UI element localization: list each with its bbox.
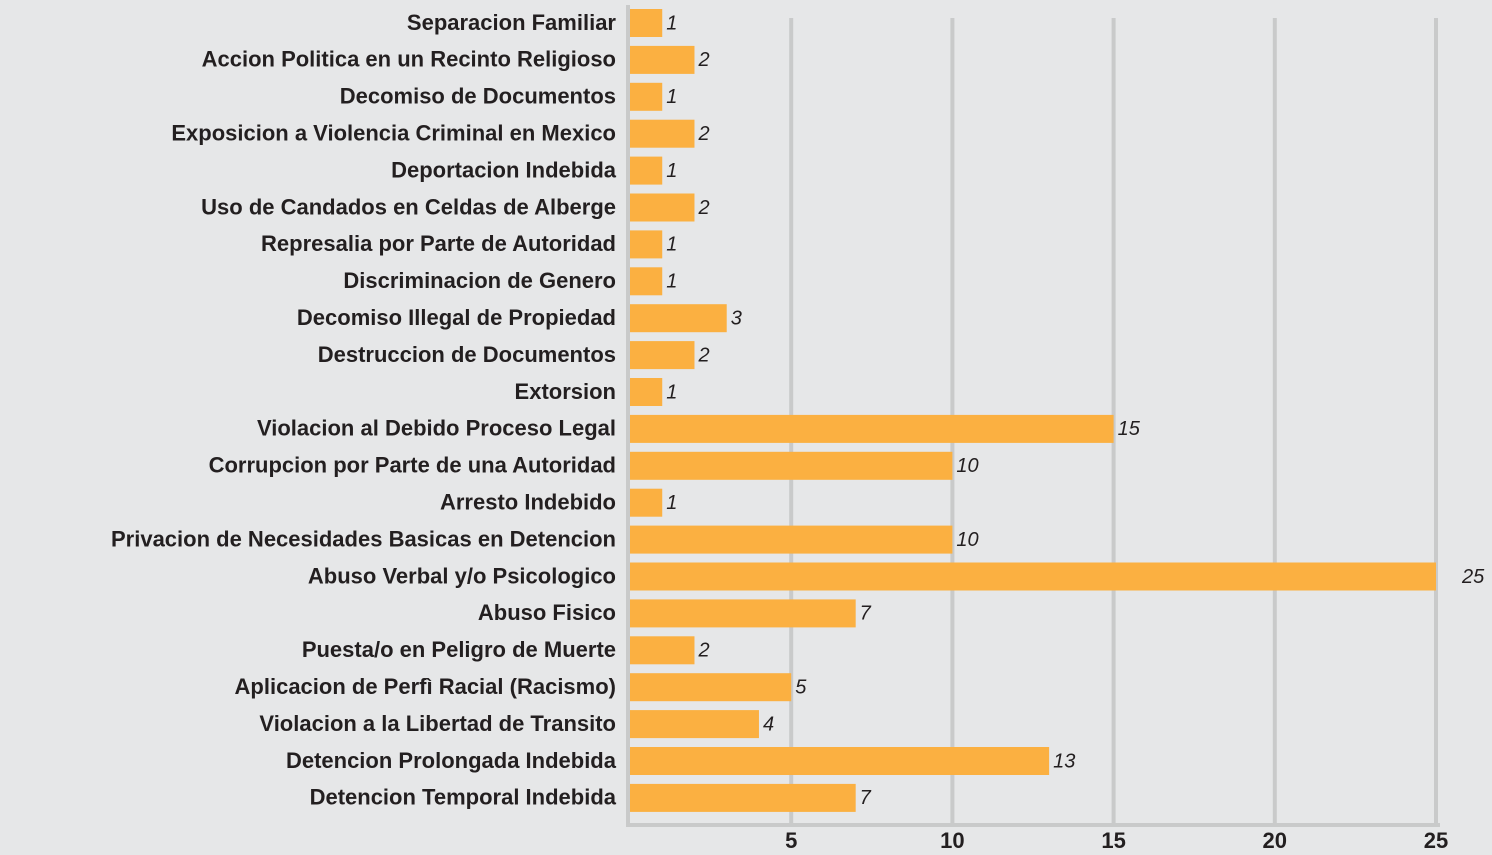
category-label: Aplicacion de Perfì Racial (Racismo) bbox=[235, 674, 616, 699]
bar bbox=[630, 636, 695, 665]
category-label: Deportacion Indebida bbox=[391, 157, 617, 182]
bar bbox=[630, 488, 663, 517]
value-label: 3 bbox=[731, 307, 742, 329]
category-label: Destruccion de Documentos bbox=[318, 342, 616, 367]
value-label: 25 bbox=[1461, 566, 1485, 588]
category-label: Arresto Indebido bbox=[440, 490, 616, 515]
bar bbox=[630, 156, 663, 185]
value-label: 13 bbox=[1053, 750, 1075, 772]
bar bbox=[630, 230, 663, 259]
bar bbox=[630, 45, 695, 74]
value-label: 2 bbox=[697, 123, 709, 145]
category-label: Corrupcion por Parte de una Autoridad bbox=[209, 453, 616, 478]
value-label: 1 bbox=[666, 271, 677, 293]
value-label: 10 bbox=[956, 529, 978, 551]
category-label: Decomiso de Documentos bbox=[340, 84, 616, 109]
bar bbox=[630, 82, 663, 111]
category-label: Privacion de Necesidades Basicas en Dete… bbox=[111, 526, 616, 551]
category-label: Represalia por Parte de Autoridad bbox=[261, 231, 616, 256]
bar bbox=[630, 710, 759, 739]
category-label: Uso de Candados en Celdas de Alberge bbox=[201, 194, 616, 219]
bar bbox=[630, 119, 695, 148]
x-tick-label: 15 bbox=[1101, 828, 1125, 853]
category-label: Detencion Prolongada Indebida bbox=[286, 748, 617, 773]
value-label: 1 bbox=[666, 234, 677, 256]
value-label: 1 bbox=[666, 86, 677, 108]
bar bbox=[630, 9, 663, 37]
category-label: Detencion Temporal Indebida bbox=[310, 785, 617, 810]
value-label: 2 bbox=[697, 197, 709, 219]
category-label: Violacion a la Libertad de Transito bbox=[259, 711, 616, 736]
category-label: Decomiso Illegal de Propiedad bbox=[297, 305, 616, 330]
x-tick-label: 25 bbox=[1424, 828, 1448, 853]
value-label: 4 bbox=[763, 713, 774, 735]
bar bbox=[630, 783, 856, 812]
bar bbox=[630, 673, 792, 702]
bar bbox=[630, 562, 1436, 591]
value-label: 2 bbox=[697, 49, 709, 71]
category-label: Extorsion bbox=[515, 379, 616, 404]
value-label: 7 bbox=[860, 603, 872, 625]
x-tick-label: 20 bbox=[1263, 828, 1287, 853]
bar bbox=[630, 599, 856, 628]
category-label: Discriminacion de Genero bbox=[343, 268, 616, 293]
bar bbox=[630, 304, 727, 333]
bar bbox=[630, 267, 663, 296]
category-label: Abuso Fisico bbox=[478, 600, 616, 625]
value-label: 5 bbox=[795, 676, 807, 698]
bar bbox=[630, 378, 663, 406]
value-label: 1 bbox=[666, 160, 677, 182]
bar bbox=[630, 451, 953, 480]
x-tick-label: 10 bbox=[940, 828, 964, 853]
category-label: Accion Politica en un Recinto Religioso bbox=[202, 47, 616, 72]
bar bbox=[630, 414, 1114, 443]
category-label: Violacion al Debido Proceso Legal bbox=[257, 416, 616, 441]
bar bbox=[630, 341, 695, 370]
value-label: 1 bbox=[666, 381, 677, 403]
category-label: Separacion Familiar bbox=[407, 10, 617, 35]
value-label: 1 bbox=[666, 492, 677, 514]
value-label: 1 bbox=[666, 12, 677, 34]
bar bbox=[630, 525, 953, 554]
category-label: Puesta/o en Peligro de Muerte bbox=[302, 637, 616, 662]
value-label: 7 bbox=[860, 787, 872, 809]
category-label: Exposicion a Violencia Criminal en Mexic… bbox=[171, 121, 616, 146]
value-label: 15 bbox=[1118, 418, 1141, 440]
bar bbox=[630, 193, 695, 222]
bar bbox=[630, 747, 1050, 775]
x-tick-label: 5 bbox=[785, 828, 797, 853]
value-label: 2 bbox=[697, 640, 709, 662]
value-label: 10 bbox=[956, 455, 978, 477]
category-label: Abuso Verbal y/o Psicologico bbox=[308, 563, 616, 588]
value-label: 2 bbox=[697, 344, 709, 366]
